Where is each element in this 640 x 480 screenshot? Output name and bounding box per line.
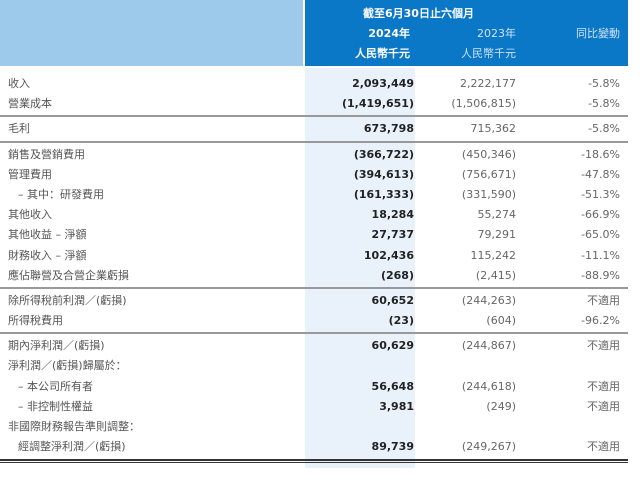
value-2023: (2,415)	[475, 268, 516, 282]
yoy-change: 不適用	[587, 339, 620, 353]
yoy-change: -18.6%	[581, 147, 620, 161]
row-label: – 本公司所有者	[18, 379, 93, 393]
value-2023: 715,362	[470, 122, 517, 136]
row-label: 管理費用	[8, 167, 52, 181]
yoy-change: -47.8%	[581, 167, 620, 181]
col-2023-heading: 2023年	[477, 27, 516, 40]
row-label: 其他收入	[8, 208, 52, 222]
value-2023: (249,267)	[461, 440, 516, 454]
yoy-change: -96.2%	[581, 314, 620, 328]
row-label: 收入	[8, 77, 30, 90]
value-2024: 3,981	[379, 399, 414, 413]
table-row: 期內淨利潤／(虧損) 60,629 (244,867) 不適用	[0, 336, 628, 356]
value-2024: 18,284	[371, 208, 414, 222]
col-2024-heading: 2024年	[368, 27, 410, 40]
row-label: 其他收益 – 淨額	[8, 228, 87, 242]
value-2024: 27,737	[371, 228, 414, 242]
value-2023: (450,346)	[461, 147, 516, 161]
value-2023: (244,263)	[461, 293, 516, 307]
value-2024: 89,739	[371, 440, 414, 454]
period-heading: 截至6月30日止六個月	[363, 7, 474, 20]
yoy-change: 不適用	[587, 440, 620, 454]
value-2024: (268)	[380, 268, 414, 282]
value-2023: (756,671)	[461, 167, 516, 181]
value-2023: 115,242	[470, 248, 517, 262]
row-label: 期內淨利潤／(虧損)	[8, 339, 105, 353]
row-label: 除所得稅前利潤／(虧損)	[8, 293, 127, 307]
value-2024: (394,613)	[353, 167, 414, 181]
value-2023: (244,867)	[461, 339, 516, 353]
divider	[0, 286, 628, 289]
table-row: 非國際財務報告準則調整：	[0, 417, 628, 437]
row-label: 毛利	[8, 122, 30, 136]
divider	[0, 115, 628, 118]
row-label: 非國際財務報告準則調整：	[8, 420, 140, 433]
value-2023: (244,618)	[461, 379, 516, 393]
col-change-heading: 同比變動	[576, 27, 620, 40]
value-2023: 55,274	[477, 208, 517, 222]
yoy-change: -51.3%	[581, 187, 620, 201]
table-row: 毛利 673,798 715,362 -5.8%	[0, 119, 628, 139]
table-row: 其他收入 18,284 55,274 -66.9%	[0, 205, 628, 225]
row-label: 應佔聯營及合營企業虧損	[8, 268, 129, 282]
table-row: 財務收入 – 淨額 102,436 115,242 -11.1%	[0, 246, 628, 266]
value-2024: (23)	[388, 314, 414, 328]
row-label: – 非控制性權益	[18, 399, 93, 413]
yoy-change: -65.0%	[581, 228, 620, 242]
value-2023: 2,222,177	[460, 77, 516, 90]
value-2024: (161,333)	[353, 187, 414, 201]
value-2024: (366,722)	[353, 147, 414, 161]
table-row: 所得稅費用 (23) (604) -96.2%	[0, 311, 628, 331]
divider	[0, 140, 628, 143]
row-label: 經調整淨利潤／(虧損)	[18, 440, 126, 454]
divider	[0, 332, 628, 335]
col-2024-unit: 人民幣千元	[355, 47, 410, 60]
yoy-change: 不適用	[587, 293, 620, 307]
value-2023: (1,506,815)	[451, 97, 516, 111]
value-2024: 102,436	[363, 248, 414, 262]
table-row: 應佔聯營及合營企業虧損 (268) (2,415) -88.9%	[0, 266, 628, 286]
value-2023: (331,590)	[461, 187, 516, 201]
table-row: – 非控制性權益 3,981 (249) 不適用	[0, 397, 628, 417]
yoy-change: -5.8%	[588, 77, 620, 90]
yoy-change: 不適用	[587, 379, 620, 393]
current-year-highlight	[305, 68, 415, 468]
value-2024: 56,648	[371, 379, 414, 393]
table-row: 營業成本 (1,419,651) (1,506,815) -5.8%	[0, 94, 628, 114]
yoy-change: -5.8%	[588, 122, 620, 136]
value-2023: (249)	[486, 399, 516, 413]
value-2023: (604)	[486, 314, 516, 328]
table-row: 管理費用 (394,613) (756,671) -47.8%	[0, 165, 628, 185]
table-row: 收入 2,093,449 2,222,177 -5.8%	[0, 74, 628, 94]
yoy-change: -5.8%	[588, 97, 620, 111]
row-label: 所得稅費用	[8, 314, 63, 328]
row-label: 淨利潤／(虧損)歸屬於：	[8, 359, 127, 373]
value-2024: (1,419,651)	[342, 97, 414, 111]
table-row: 除所得稅前利潤／(虧損) 60,652 (244,263) 不適用	[0, 291, 628, 311]
value-2024: 60,629	[371, 339, 414, 353]
row-label: – 其中：研發費用	[18, 187, 104, 201]
value-2024: 60,652	[371, 293, 414, 307]
value-2024: 2,093,449	[352, 77, 414, 90]
table-row: – 其中：研發費用 (161,333) (331,590) -51.3%	[0, 185, 628, 205]
table-row: 銷售及營銷費用 (366,722) (450,346) -18.6%	[0, 145, 628, 165]
value-2024: 673,798	[363, 122, 414, 136]
yoy-change: 不適用	[587, 399, 620, 413]
col-2023-unit: 人民幣千元	[461, 47, 516, 60]
header-label-area	[0, 0, 303, 66]
double-rule	[0, 459, 628, 464]
row-label: 銷售及營銷費用	[8, 147, 85, 161]
yoy-change: -11.1%	[581, 248, 620, 262]
table-row: 淨利潤／(虧損)歸屬於：	[0, 356, 628, 376]
row-label: 財務收入 – 淨額	[8, 248, 87, 262]
value-2023: 79,291	[477, 228, 517, 242]
yoy-change: -88.9%	[581, 268, 620, 282]
header-columns: 截至6月30日止六個月 2024年 2023年 同比變動 人民幣千元 人民幣千元	[305, 0, 628, 66]
table-row: 經調整淨利潤／(虧損) 89,739 (249,267) 不適用	[0, 437, 628, 457]
table-row: – 本公司所有者 56,648 (244,618) 不適用	[0, 377, 628, 397]
table-row: 其他收益 – 淨額 27,737 79,291 -65.0%	[0, 225, 628, 245]
row-label: 營業成本	[8, 97, 52, 111]
income-statement-table: 收入 2,093,449 2,222,177 -5.8% 營業成本 (1,419,…	[0, 74, 628, 464]
yoy-change: -66.9%	[581, 208, 620, 222]
